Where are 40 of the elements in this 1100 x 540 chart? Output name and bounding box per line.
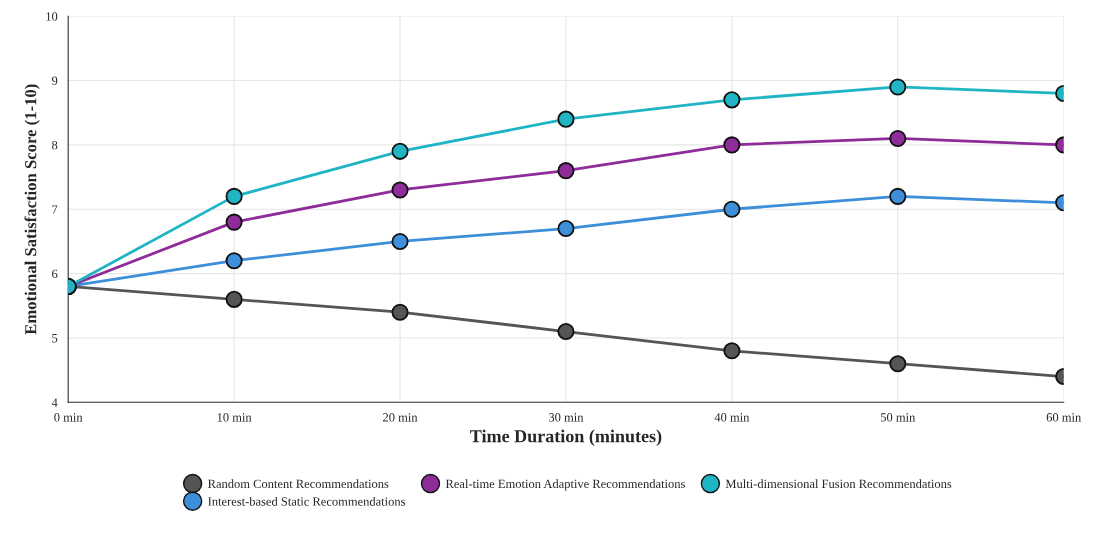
point [225, 213, 243, 231]
point [889, 187, 907, 205]
point [889, 129, 907, 148]
x-axis-title: Time Duration (minutes) [470, 429, 662, 446]
point [391, 303, 409, 321]
x-tick-label: 0 min [54, 413, 83, 422]
point [723, 342, 741, 360]
legend-label: Random Content Recommendations [208, 479, 389, 489]
x-tick-label: 50 min [880, 413, 916, 422]
point [225, 252, 243, 270]
point [391, 142, 409, 160]
x-tick-label: 60 min [1046, 413, 1082, 422]
point [557, 322, 575, 341]
y-axis-title: Emotional Satisfaction Score (1-10) [24, 84, 40, 335]
x-tick-label: 40 min [714, 413, 750, 422]
point [557, 220, 575, 238]
y-tick-label: 5 [52, 334, 58, 343]
y-tick-label: 8 [52, 140, 58, 150]
point [391, 181, 409, 199]
x-tick-label: 20 min [383, 413, 418, 422]
x-tick-label: 10 min [217, 413, 252, 422]
y-tick-label: 6 [52, 269, 58, 279]
point [889, 78, 907, 96]
point [723, 91, 741, 109]
point [723, 136, 741, 154]
point [557, 162, 575, 180]
point [391, 232, 409, 250]
y-tick-label: 9 [51, 76, 58, 86]
point [225, 187, 243, 205]
legend-label: Multi-dimensional Fusion Recommendations [725, 479, 952, 489]
legend-label: Real-time Emotion Adaptive Recommendations [445, 479, 685, 491]
y-tick-label: 4 [51, 398, 58, 407]
point [723, 200, 741, 218]
point [225, 290, 243, 308]
y-tick-label: 7 [52, 205, 58, 214]
y-tick-label: 10 [46, 12, 58, 21]
legend-label: Interest-based Static Recommendations [208, 496, 406, 506]
point [889, 355, 907, 373]
x-tick-label: 30 min [549, 413, 584, 422]
point [557, 110, 575, 128]
